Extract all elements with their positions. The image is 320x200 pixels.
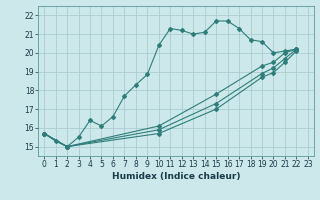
X-axis label: Humidex (Indice chaleur): Humidex (Indice chaleur): [112, 172, 240, 181]
